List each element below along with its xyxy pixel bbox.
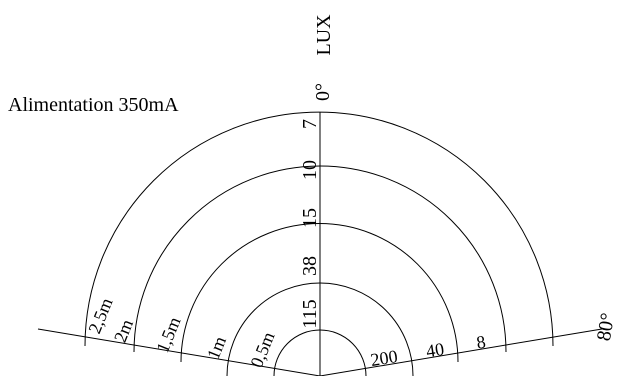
distance-label-1-5m: 1,5m: [152, 314, 184, 355]
lux-value-115: 115: [299, 299, 321, 328]
beam-lines: [37, 112, 603, 376]
diameter-labels: 200 40 8: [369, 331, 487, 370]
lux-value-15: 15: [299, 208, 321, 228]
lux-value-7: 7: [299, 119, 321, 129]
diameter-label-8: 8: [475, 331, 487, 352]
lux-value-38: 38: [299, 256, 321, 276]
lux-values: 7 10 15 38 115: [299, 119, 321, 329]
center-angle-label: 0°: [312, 83, 334, 101]
diameter-label-40: 40: [425, 339, 446, 362]
distance-label-0-5m: 0,5m: [246, 329, 278, 370]
distance-label-2m: 2m: [110, 316, 137, 345]
axis-label: LUX: [313, 14, 335, 56]
supply-label: Alimentation 350mA: [8, 94, 179, 116]
diameter-label-200: 200: [369, 346, 399, 370]
edge-angle-label: 80°: [593, 311, 619, 342]
lux-value-10: 10: [299, 160, 321, 180]
right-beam-edge: [319, 328, 603, 376]
left-beam-edge: [37, 328, 321, 376]
distance-label-1m: 1m: [203, 333, 230, 362]
arc-2-5m: [84, 111, 554, 347]
